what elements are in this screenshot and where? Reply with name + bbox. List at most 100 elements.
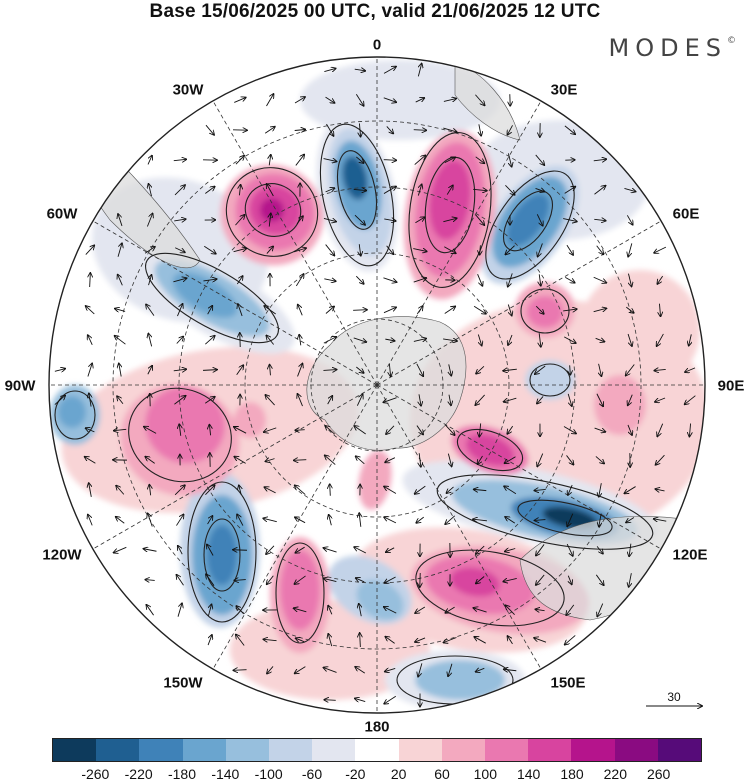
- wind-arrow: [473, 189, 487, 190]
- wind-arrow: [389, 363, 390, 377]
- wind-arrow: [507, 153, 511, 166]
- lon-label-60e: 60E: [672, 205, 700, 223]
- wind-arrow: [508, 334, 513, 345]
- wind-arrow: [594, 219, 605, 220]
- wind-arrow: [383, 397, 397, 403]
- wind-arrow: [504, 669, 517, 671]
- wind-arrow: [87, 363, 92, 377]
- wind-arrow: [298, 305, 303, 316]
- contour-line: [517, 499, 613, 537]
- colorbar-segment: [269, 739, 313, 761]
- wind-arrow: [354, 547, 367, 554]
- wind-arrow: [535, 305, 544, 314]
- wind-arrow: [295, 546, 305, 553]
- colorbar-segment: [398, 739, 442, 761]
- wind-arrow: [535, 520, 546, 521]
- wind-arrow: [689, 423, 690, 436]
- wind-arrow: [413, 249, 426, 252]
- wind-arrow: [535, 609, 545, 610]
- wind-arrow: [205, 336, 214, 345]
- wind-arrow: [534, 638, 547, 643]
- colorbar-segment: [182, 739, 226, 761]
- wind-arrow: [54, 395, 65, 405]
- anomaly-blob: [172, 272, 238, 318]
- anomaly-blob: [527, 296, 563, 328]
- wind-arrow: [177, 304, 182, 317]
- wind-arrow: [384, 576, 396, 583]
- wind-arrow: [384, 219, 395, 221]
- wind-arrow: [507, 125, 513, 134]
- wind-arrow: [236, 635, 245, 646]
- wind-arrow: [626, 517, 635, 523]
- wind-arrow: [205, 485, 214, 496]
- wind-arrow: [445, 424, 454, 435]
- wind-arrow: [88, 515, 93, 526]
- colorbar-tick-label: -140: [211, 766, 240, 782]
- wind-arrow: [90, 273, 91, 287]
- wind-arrow: [414, 155, 426, 165]
- wind-arrow: [148, 514, 153, 527]
- wind-arrow: [118, 275, 123, 286]
- wind-arrow: [236, 606, 245, 615]
- colorbar-tick-label: -60: [301, 766, 323, 782]
- lon-label-180: 180: [364, 718, 390, 736]
- wind-arrow: [296, 638, 305, 642]
- wind-arrow: [627, 424, 632, 435]
- wind-arrow: [147, 156, 152, 165]
- wind-arrow: [386, 425, 395, 434]
- meridian-line: [92, 384, 378, 550]
- wind-arrow: [114, 546, 127, 552]
- wind-arrow: [119, 363, 121, 377]
- lon-label-60w: 60W: [46, 205, 78, 223]
- wind-arrow: [326, 123, 333, 136]
- wind-arrow: [294, 460, 307, 461]
- anomaly-blob: [280, 550, 320, 630]
- wind-arrow: [236, 365, 244, 376]
- wind-arrow: [237, 514, 244, 526]
- wind-arrow: [383, 67, 396, 74]
- wind-arrow: [599, 363, 602, 376]
- contour-line: [415, 549, 565, 627]
- wind-arrow: [205, 187, 214, 194]
- wind-arrow: [264, 127, 275, 134]
- wind-arrow: [568, 575, 571, 585]
- wind-arrow: [505, 549, 516, 552]
- colorbar-segment: [657, 739, 702, 761]
- wind-arrow: [416, 306, 422, 315]
- wind-arrow: [416, 363, 423, 376]
- wind-arrow: [535, 365, 546, 374]
- wind-arrow: [329, 515, 332, 526]
- wind-arrow: [323, 159, 337, 162]
- anomaly-blob: [58, 396, 86, 428]
- wind-arrow: [567, 513, 574, 527]
- colorbar-segment: [225, 739, 270, 761]
- wind-arrow: [330, 484, 331, 496]
- wind-arrow: [385, 339, 394, 341]
- wind-arrow: [356, 456, 365, 465]
- wind-arrow: [149, 485, 150, 496]
- anomaly-blob: [594, 375, 646, 435]
- wind-arrow: [174, 185, 185, 196]
- antarctica-landmass: [306, 316, 467, 451]
- wind-arrow: [413, 130, 427, 131]
- wind-arrow: [385, 668, 396, 671]
- wind-arrow: [386, 547, 395, 552]
- brand-mark: ©: [727, 36, 736, 46]
- wind-arrow: [505, 605, 515, 615]
- wind-arrow: [328, 606, 332, 615]
- wind-arrow: [118, 214, 123, 227]
- wind-arrow: [234, 457, 246, 464]
- colorbar-segment: [528, 739, 572, 761]
- wind-arrow: [446, 486, 454, 493]
- wind-arrow: [477, 273, 483, 286]
- wind-arrow: [566, 455, 574, 464]
- wind-arrow: [505, 456, 516, 463]
- wind-arrow: [295, 485, 306, 495]
- contour-line: [503, 190, 553, 252]
- wind-arrow: [503, 369, 517, 371]
- lon-label-90w: 90W: [4, 377, 36, 395]
- wind-arrow: [416, 516, 424, 523]
- wind-arrow: [655, 397, 666, 402]
- wind-arrow: [505, 517, 516, 524]
- wind-arrow: [596, 393, 603, 406]
